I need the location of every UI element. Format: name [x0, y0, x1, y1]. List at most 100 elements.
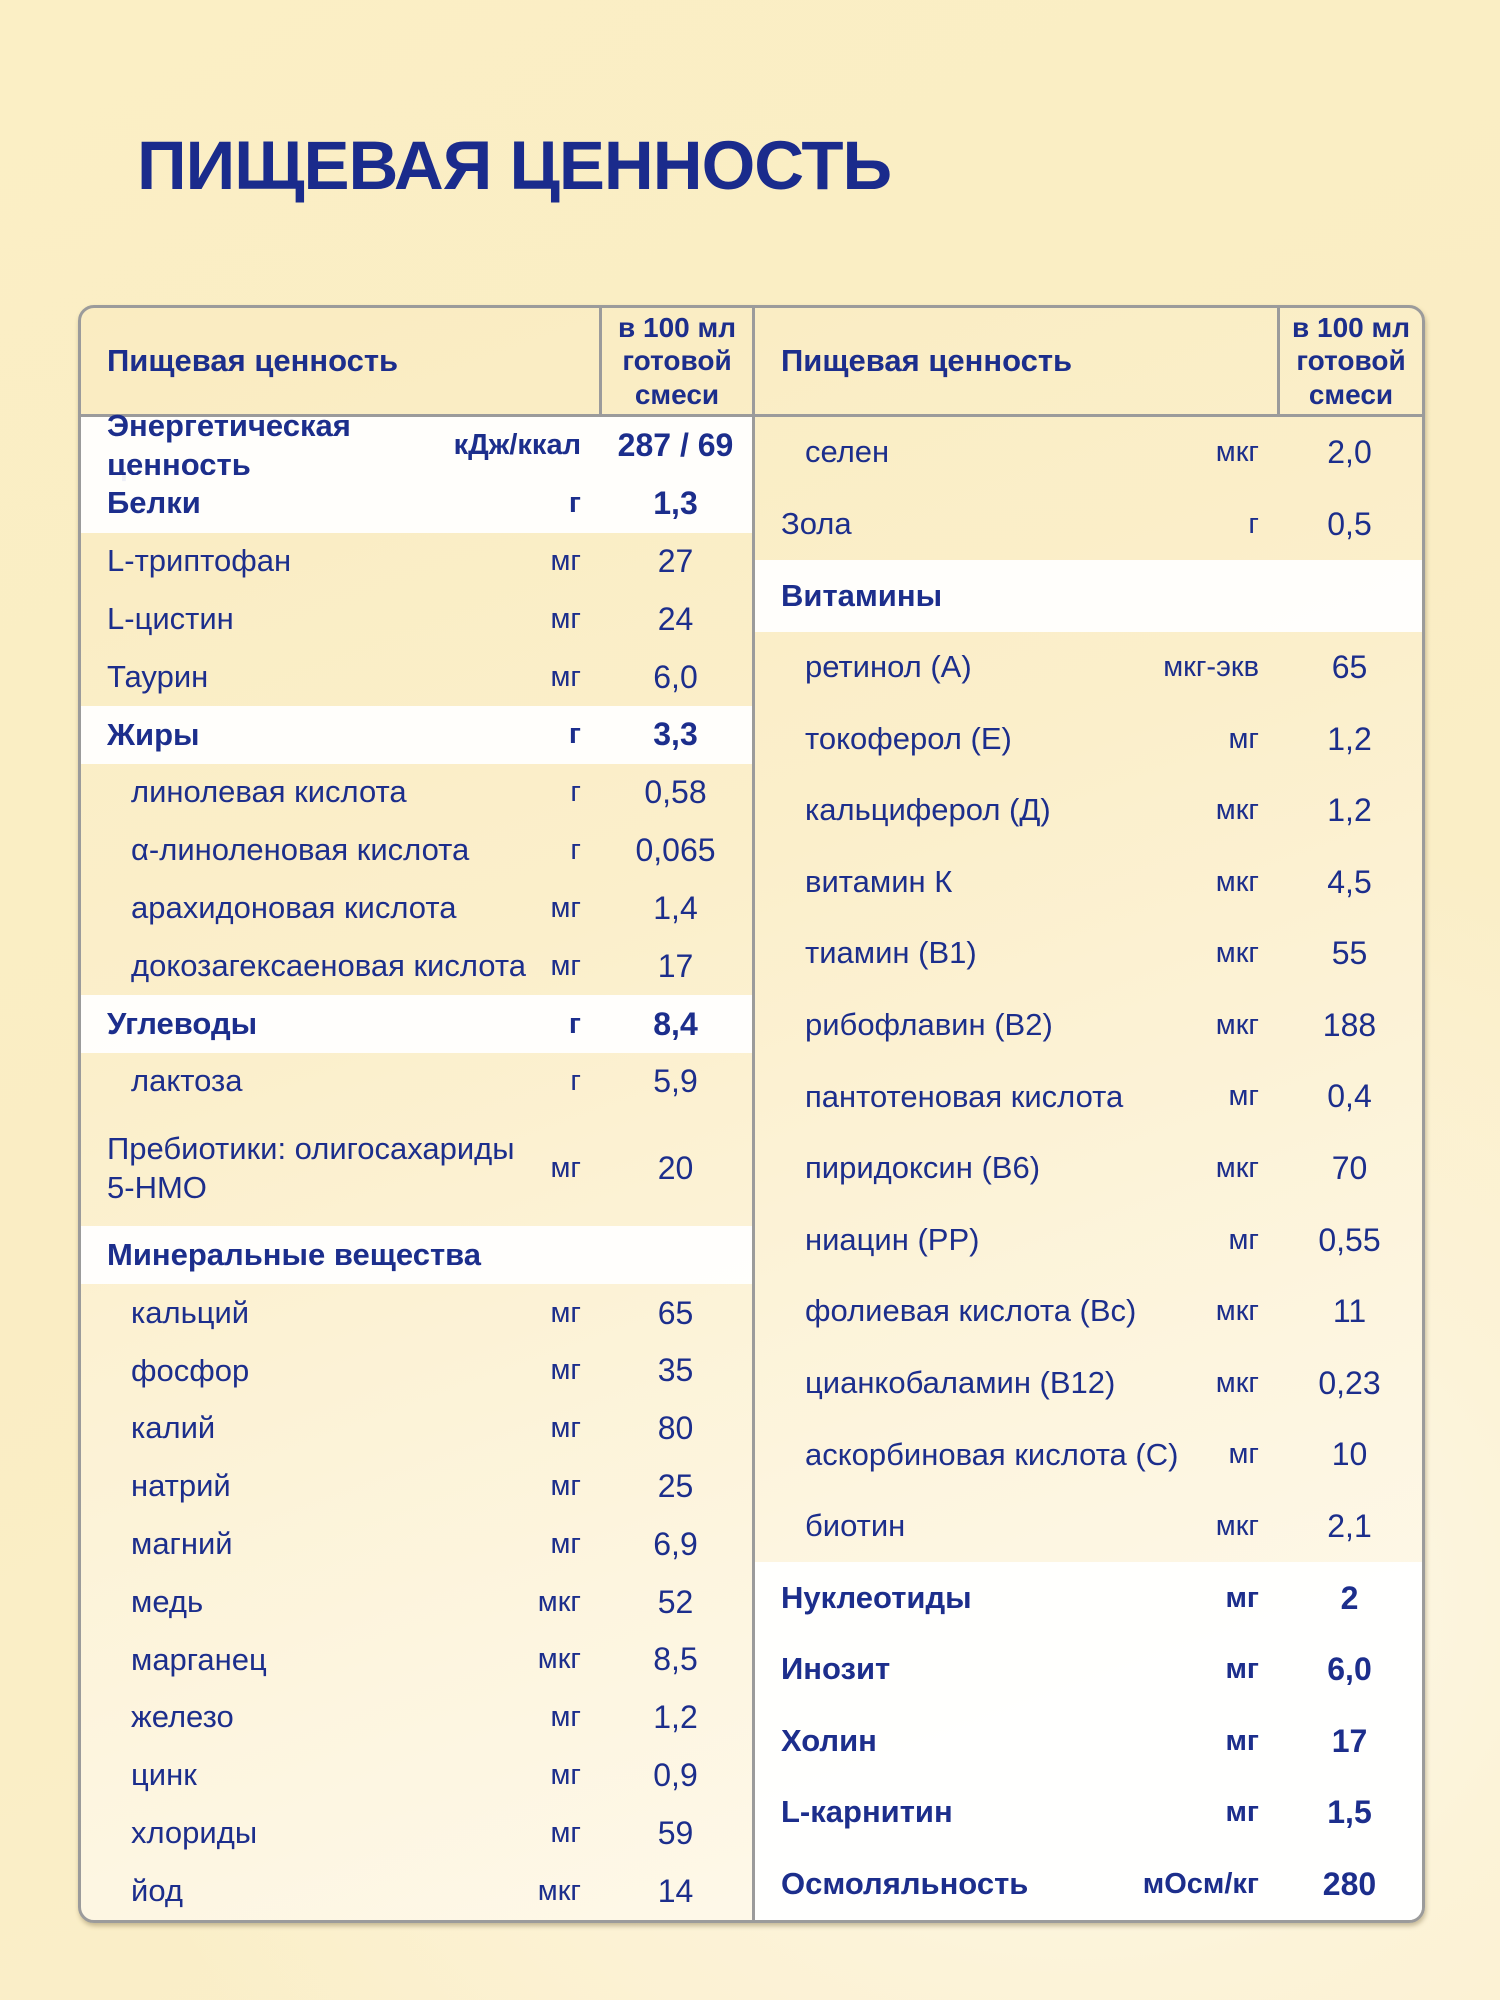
row-value: 188 [1322, 1006, 1377, 1043]
row-label: пантотеновая кислота [805, 1078, 1124, 1114]
row-label: рибофлавин (В2) [805, 1007, 1053, 1043]
row-value: 1,2 [653, 1699, 698, 1736]
table-row: натрий мг 25 [81, 1458, 752, 1516]
row-unit: мкг [1215, 1008, 1259, 1041]
row-unit: мг [550, 660, 581, 693]
row-value: 2,0 [1327, 434, 1372, 471]
row-label: медь [131, 1583, 204, 1619]
row-label: ниацин (РР) [805, 1221, 980, 1257]
row-label: аскорбиновая кислота (С) [805, 1436, 1179, 1472]
row-unit: мг [550, 891, 581, 924]
column-name-header: Пищевая ценность [107, 343, 399, 378]
row-label: селен [805, 434, 890, 470]
table-row: рибофлавин (В2) мкг 188 [755, 990, 1422, 1062]
table-row: цинк мг 0,9 [81, 1747, 752, 1805]
row-unit: мкг [1215, 794, 1259, 827]
row-unit: мг [1228, 1438, 1259, 1471]
table-row: Зола г 0,5 [755, 489, 1422, 561]
table-row: кальций мг 65 [81, 1284, 752, 1342]
row-value: 4,5 [1327, 863, 1372, 900]
row-label: Осмоляльность [781, 1865, 1029, 1901]
row-unit: мг [550, 1354, 581, 1387]
row-unit: мг [550, 1527, 581, 1560]
row-value: 55 [1331, 935, 1368, 972]
row-value: 0,9 [653, 1757, 698, 1794]
table-row: селен мкг 2,0 [755, 417, 1422, 489]
table-row: фолиевая кислота (Вс) мкг 11 [755, 1276, 1422, 1348]
row-unit: г [570, 776, 581, 809]
table-row: кальциферол (Д) мкг 1,2 [755, 775, 1422, 847]
column-value-header: в 100 мл готовой смеси [618, 312, 736, 410]
table-row: L-цистин мг 24 [81, 590, 752, 648]
row-value: 24 [657, 600, 694, 637]
row-label: железо [131, 1699, 234, 1735]
table-row: Осмоляльность мОсм/кг 280 [755, 1848, 1422, 1920]
row-label: витамин К [805, 863, 953, 899]
table-row: цианкобаламин (В12) мкг 0,23 [755, 1348, 1422, 1420]
row-value: 52 [657, 1583, 694, 1620]
row-unit: мг [1225, 1724, 1259, 1757]
row-label: Энергетическая ценность [107, 408, 351, 482]
table-row: медь мкг 52 [81, 1573, 752, 1631]
row-value: 280 [1322, 1865, 1377, 1902]
row-unit: мкг [537, 1643, 581, 1676]
row-label: биотин [805, 1508, 906, 1544]
row-unit: мкг [537, 1874, 581, 1907]
row-unit: г [570, 834, 581, 867]
row-unit: мг [550, 1470, 581, 1503]
row-unit: мг [1228, 722, 1259, 755]
table-row: Витамины [755, 560, 1422, 632]
table-row: биотин мкг 2,1 [755, 1491, 1422, 1563]
column-name-header: Пищевая ценность [781, 343, 1073, 378]
row-label: Зола [781, 505, 852, 541]
row-value: 0,55 [1318, 1221, 1381, 1258]
row-unit: г [568, 487, 581, 520]
table-row: Пребиотики: олигосахариды 5-НМО мг 20 [81, 1111, 752, 1227]
row-label: Жиры [107, 716, 200, 752]
table-row: лактоза г 5,9 [81, 1053, 752, 1111]
row-unit: мг [550, 1759, 581, 1792]
row-unit: мг [1225, 1581, 1259, 1614]
row-value: 14 [657, 1872, 694, 1909]
row-label: линолевая кислота [131, 774, 407, 810]
table-row: аскорбиновая кислота (С) мг 10 [755, 1419, 1422, 1491]
table-row: L-триптофан мг 27 [81, 533, 752, 591]
row-value: 287 / 69 [617, 427, 734, 464]
row-unit: г [1248, 507, 1259, 540]
row-label: натрий [131, 1468, 231, 1504]
table-row: йод мкг 14 [81, 1862, 752, 1920]
row-label: кальций [131, 1294, 250, 1330]
row-unit: кДж/ккал [453, 429, 581, 462]
row-unit: мг [1228, 1223, 1259, 1256]
row-value: 17 [657, 947, 694, 984]
row-value: 17 [1331, 1722, 1368, 1759]
table-row: Углеводы г 8,4 [81, 995, 752, 1053]
row-value: 8,4 [653, 1005, 698, 1042]
row-value: 1,2 [1327, 720, 1372, 757]
nutrition-table: Пищевая ценность в 100 мл готовой смеси … [78, 305, 1425, 1923]
row-label: L-триптофан [107, 543, 292, 579]
left-table-header: Пищевая ценность в 100 мл готовой смеси [81, 308, 752, 414]
row-label: пиридоксин (В6) [805, 1150, 1041, 1186]
row-value: 1,3 [653, 485, 698, 522]
table-row: Таурин мг 6,0 [81, 648, 752, 706]
table-row: фосфор мг 35 [81, 1342, 752, 1400]
row-label: калий [131, 1410, 216, 1446]
row-unit: мг [550, 1816, 581, 1849]
row-label: токоферол (Е) [805, 720, 1012, 756]
table-row: токоферол (Е) мг 1,2 [755, 703, 1422, 775]
table-row: ретинол (А) мкг-экв 65 [755, 632, 1422, 704]
row-unit: мг [550, 1412, 581, 1445]
header-column-divider [599, 308, 602, 414]
row-unit: г [568, 718, 581, 751]
row-value: 59 [657, 1814, 694, 1851]
row-unit: г [570, 1065, 581, 1098]
row-value: 8,5 [653, 1641, 698, 1678]
row-value: 65 [657, 1294, 694, 1331]
row-label: Инозит [781, 1651, 891, 1687]
row-value: 35 [657, 1352, 694, 1389]
row-value: 70 [1331, 1150, 1368, 1187]
table-row: витамин К мкг 4,5 [755, 846, 1422, 918]
row-label: магний [131, 1525, 233, 1561]
table-row: хлориды мг 59 [81, 1804, 752, 1862]
